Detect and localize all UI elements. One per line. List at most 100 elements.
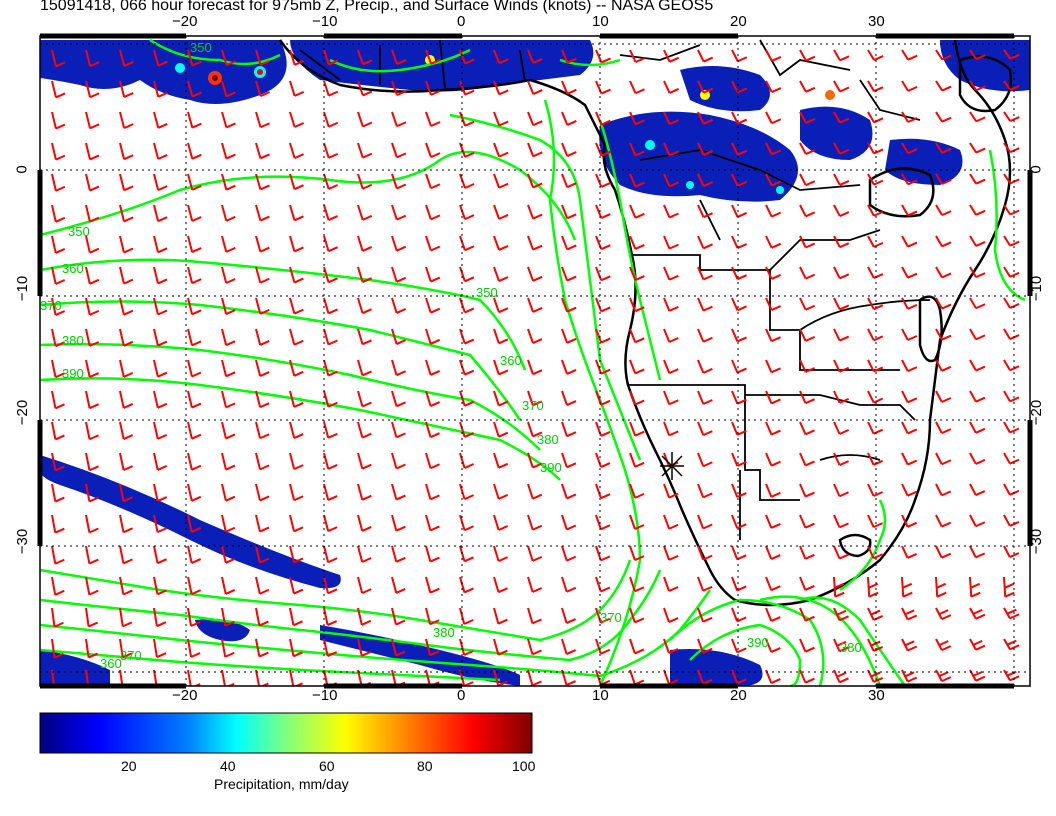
wind-barb-feather	[736, 585, 747, 592]
wind-barb	[357, 607, 363, 626]
wind-barb	[595, 204, 603, 219]
wind-barb	[799, 328, 807, 342]
wind-barb	[153, 638, 158, 658]
wind-barb	[527, 142, 535, 157]
wind-barb-feather	[157, 60, 168, 67]
wind-barb	[221, 390, 227, 408]
wind-barb-feather	[907, 676, 918, 683]
wind-barb	[629, 111, 637, 125]
wind-barb-feather	[839, 55, 850, 62]
wind-barb	[935, 607, 943, 620]
wind-barb-feather	[1009, 85, 1020, 91]
wind-barb	[1003, 421, 1011, 434]
wind-barb-layer	[51, 49, 1020, 686]
wind-barb-feather	[225, 589, 236, 595]
wind-barb	[187, 421, 193, 439]
wind-barb-feather	[669, 212, 679, 219]
wind-barb-feather	[635, 119, 645, 126]
map-title: 15091418, 066 hour forecast for 975mb Z,…	[40, 0, 714, 14]
wind-barb	[289, 80, 296, 97]
wind-barb	[289, 452, 296, 470]
wind-barb-feather	[907, 117, 918, 123]
wind-barb-feather	[362, 183, 373, 190]
wind-barb	[629, 266, 637, 281]
wind-barb-feather	[396, 308, 407, 314]
wind-barb-feather	[737, 336, 747, 343]
wind-barb-feather	[293, 495, 304, 502]
wind-barb	[187, 483, 193, 502]
wind-barb	[901, 359, 909, 372]
frame-ticks	[37, 33, 1033, 689]
wind-barb	[153, 111, 160, 129]
wind-barb	[697, 235, 705, 249]
wind-barb	[323, 142, 330, 159]
wind-barb	[391, 297, 398, 314]
wind-barb	[153, 142, 160, 160]
wind-barb-feather	[259, 402, 270, 409]
wind-barb	[153, 545, 159, 564]
wind-barb	[697, 204, 705, 218]
colorbar-tick: 100	[512, 758, 536, 774]
wind-barb	[187, 297, 194, 315]
wind-barb-feather	[226, 60, 236, 67]
wind-barb-feather	[191, 184, 202, 191]
wind-barb-feather	[873, 397, 884, 404]
wind-barb-feather	[464, 245, 475, 252]
wind-barb-feather	[873, 210, 884, 217]
wind-barb-feather	[429, 587, 440, 594]
bottom-lon-tick: −10	[312, 687, 338, 704]
wind-barb	[561, 235, 569, 250]
wind-barb-feather	[771, 149, 782, 156]
wind-barb	[697, 514, 705, 529]
wind-barb-feather	[123, 434, 134, 440]
wind-barb-feather	[122, 621, 133, 628]
wind-barb-feather	[328, 90, 339, 97]
bottom-lon-tick: 20	[730, 687, 747, 704]
wind-barb-feather	[805, 335, 816, 342]
wind-barb-feather	[259, 340, 270, 346]
wind-barb	[867, 545, 875, 559]
wind-barb	[595, 607, 602, 624]
wind-barb	[969, 390, 977, 403]
wind-barb	[459, 669, 466, 686]
wind-barb	[85, 328, 91, 347]
wind-barb-feather	[157, 402, 168, 409]
wind-barb-feather	[260, 91, 270, 98]
wind-barb	[901, 514, 909, 528]
wind-barb	[85, 638, 90, 658]
wind-barb	[867, 328, 875, 341]
wind-barb	[119, 235, 125, 253]
wind-barb	[1003, 204, 1011, 216]
wind-barb-feather	[191, 371, 202, 378]
wind-barb	[561, 266, 569, 281]
wind-barb	[833, 483, 841, 497]
wind-barb-feather	[907, 241, 918, 248]
wind-barb-feather	[635, 150, 645, 157]
wind-barb	[901, 142, 909, 154]
wind-barb	[493, 111, 501, 126]
wind-barb-feather	[941, 365, 952, 372]
wind-barb-feather	[294, 215, 304, 222]
wind-barb	[629, 359, 637, 374]
map-frame	[39, 35, 1031, 687]
wind-barb	[493, 390, 500, 406]
wind-barb	[969, 204, 977, 216]
wind-barb-feather	[327, 432, 338, 439]
wind-barb-feather	[1009, 552, 1020, 558]
precipitation-colorbar	[39, 712, 533, 754]
wind-barb-feather	[89, 185, 100, 192]
wind-barb	[51, 297, 57, 316]
wind-barb-feather	[634, 337, 645, 344]
wind-barb-feather	[566, 680, 577, 686]
wind-barb	[391, 142, 398, 158]
wind-barb	[493, 80, 501, 95]
wind-barb-feather	[600, 493, 611, 500]
wind-barb	[697, 297, 705, 312]
wind-barb-feather	[907, 303, 918, 310]
wind-barb	[391, 607, 397, 625]
wind-barb-feather	[600, 524, 611, 531]
wind-barb	[799, 545, 807, 560]
wind-barb	[493, 235, 500, 251]
wind-barb	[527, 80, 535, 95]
wind-barb	[867, 266, 875, 279]
